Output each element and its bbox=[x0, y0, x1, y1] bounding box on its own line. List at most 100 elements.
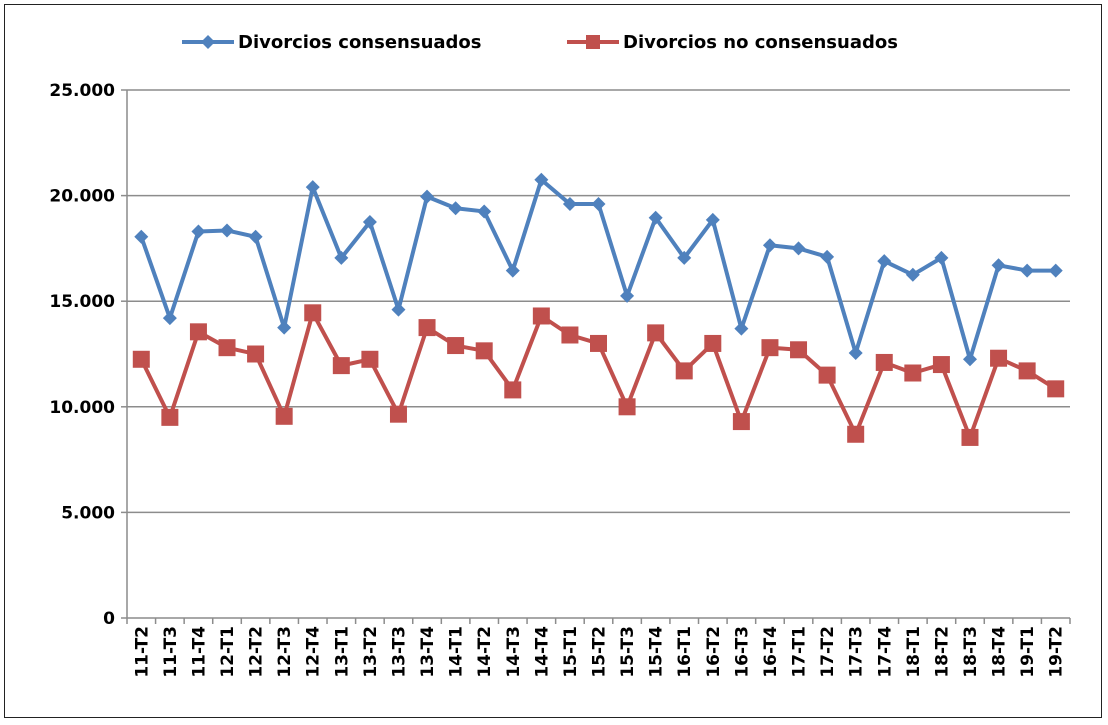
data-point bbox=[591, 197, 606, 212]
data-point bbox=[418, 319, 436, 337]
x-tick-label: 18-T3 bbox=[961, 626, 981, 678]
data-point bbox=[1020, 263, 1035, 278]
x-tick-label: 18-T2 bbox=[932, 626, 952, 678]
x-tick-label: 13-T2 bbox=[361, 626, 381, 678]
data-point bbox=[1018, 362, 1036, 380]
data-point bbox=[247, 345, 265, 363]
gridlines bbox=[127, 89, 1070, 514]
data-point bbox=[447, 337, 465, 355]
x-tick-label: 17-T3 bbox=[847, 626, 867, 678]
data-point bbox=[389, 405, 407, 423]
legend-entry-no-consensuados: Divorcios no consensuados bbox=[567, 32, 898, 53]
y-tick-label: 0 bbox=[103, 609, 115, 629]
data-point bbox=[618, 398, 636, 416]
data-point bbox=[334, 250, 349, 265]
data-point bbox=[361, 350, 379, 368]
data-point bbox=[305, 180, 320, 195]
x-tick-label: 12-T3 bbox=[275, 626, 295, 678]
data-point bbox=[904, 364, 922, 382]
data-point bbox=[675, 362, 693, 380]
data-point bbox=[934, 250, 949, 265]
data-point bbox=[991, 258, 1006, 273]
x-tick-label: 15-T4 bbox=[647, 626, 667, 678]
x-tick-label: 18-T1 bbox=[904, 626, 924, 678]
data-point bbox=[677, 250, 692, 265]
y-tick-label: 25.000 bbox=[49, 81, 115, 101]
x-tick-label: 15-T3 bbox=[618, 626, 638, 678]
legend-marker-no-consensuados bbox=[586, 35, 600, 49]
data-point bbox=[962, 352, 977, 367]
data-point bbox=[191, 224, 206, 239]
x-tick-label: 16-T2 bbox=[704, 626, 724, 678]
data-point bbox=[248, 229, 263, 244]
y-tick-label: 20.000 bbox=[49, 187, 115, 207]
data-point bbox=[277, 320, 292, 335]
data-point bbox=[762, 238, 777, 253]
data-point bbox=[732, 413, 750, 431]
data-point bbox=[220, 223, 235, 238]
series-no-consensuados bbox=[132, 304, 1065, 446]
x-tick-label: 16-T3 bbox=[732, 626, 752, 678]
x-tick-label: 12-T2 bbox=[247, 626, 267, 678]
data-point bbox=[532, 307, 550, 325]
x-tick-label: 14-T1 bbox=[447, 626, 467, 678]
x-tick-label: 16-T4 bbox=[761, 626, 781, 678]
data-point bbox=[791, 241, 806, 256]
x-tick-label: 17-T1 bbox=[790, 626, 810, 678]
x-tick-label: 14-T4 bbox=[532, 626, 552, 678]
data-point bbox=[877, 254, 892, 269]
x-tick-label: 16-T1 bbox=[675, 626, 695, 678]
x-tick-label: 11-T4 bbox=[189, 626, 209, 678]
y-axis-ticks: 0 5.000 10.000 15.000 20.000 25.000 bbox=[49, 81, 127, 629]
data-point bbox=[790, 341, 808, 359]
data-point bbox=[162, 311, 177, 326]
data-point bbox=[189, 323, 207, 341]
data-point bbox=[391, 302, 406, 317]
legend-label-no-consensuados: Divorcios no consensuados bbox=[623, 32, 898, 53]
legend: Divorcios consensuados Divorcios no cons… bbox=[182, 32, 898, 53]
data-point bbox=[847, 425, 865, 443]
data-point bbox=[1048, 263, 1063, 278]
y-tick-label: 10.000 bbox=[49, 398, 115, 418]
x-tick-label: 19-T2 bbox=[1047, 626, 1067, 678]
data-point bbox=[161, 408, 179, 426]
legend-marker-consensuados bbox=[201, 35, 215, 49]
x-tick-label: 19-T1 bbox=[1018, 626, 1038, 678]
data-point bbox=[534, 172, 549, 187]
x-tick-label: 11-T3 bbox=[161, 626, 181, 678]
x-tick-label: 11-T2 bbox=[132, 626, 152, 678]
series-consensuados bbox=[134, 172, 1063, 367]
data-point bbox=[1047, 380, 1065, 398]
data-point bbox=[990, 349, 1008, 367]
data-point bbox=[648, 210, 663, 225]
axes bbox=[126, 90, 1070, 619]
data-point bbox=[620, 288, 635, 303]
data-point bbox=[475, 342, 493, 360]
x-tick-label: 13-T3 bbox=[389, 626, 409, 678]
data-point bbox=[761, 339, 779, 357]
x-tick-label: 18-T4 bbox=[990, 626, 1010, 678]
x-tick-label: 14-T3 bbox=[504, 626, 524, 678]
data-point bbox=[420, 189, 435, 204]
data-point bbox=[818, 366, 836, 384]
legend-label-consensuados: Divorcios consensuados bbox=[238, 32, 482, 53]
data-point bbox=[134, 229, 149, 244]
data-point bbox=[734, 321, 749, 336]
x-tick-label: 17-T4 bbox=[875, 626, 895, 678]
data-point bbox=[705, 212, 720, 227]
y-tick-label: 5.000 bbox=[61, 503, 115, 523]
x-tick-label: 12-T4 bbox=[304, 626, 324, 678]
data-point bbox=[820, 249, 835, 264]
data-point bbox=[362, 215, 377, 229]
data-point bbox=[218, 339, 236, 357]
data-point bbox=[875, 353, 893, 371]
x-tick-label: 13-T4 bbox=[418, 626, 438, 678]
legend-entry-consensuados: Divorcios consensuados bbox=[182, 32, 482, 53]
data-point bbox=[932, 356, 950, 374]
data-point bbox=[275, 407, 293, 425]
y-tick-label: 15.000 bbox=[49, 292, 115, 312]
data-point bbox=[647, 324, 665, 342]
x-tick-label: 12-T1 bbox=[218, 626, 238, 678]
x-tick-label: 15-T1 bbox=[561, 626, 581, 678]
